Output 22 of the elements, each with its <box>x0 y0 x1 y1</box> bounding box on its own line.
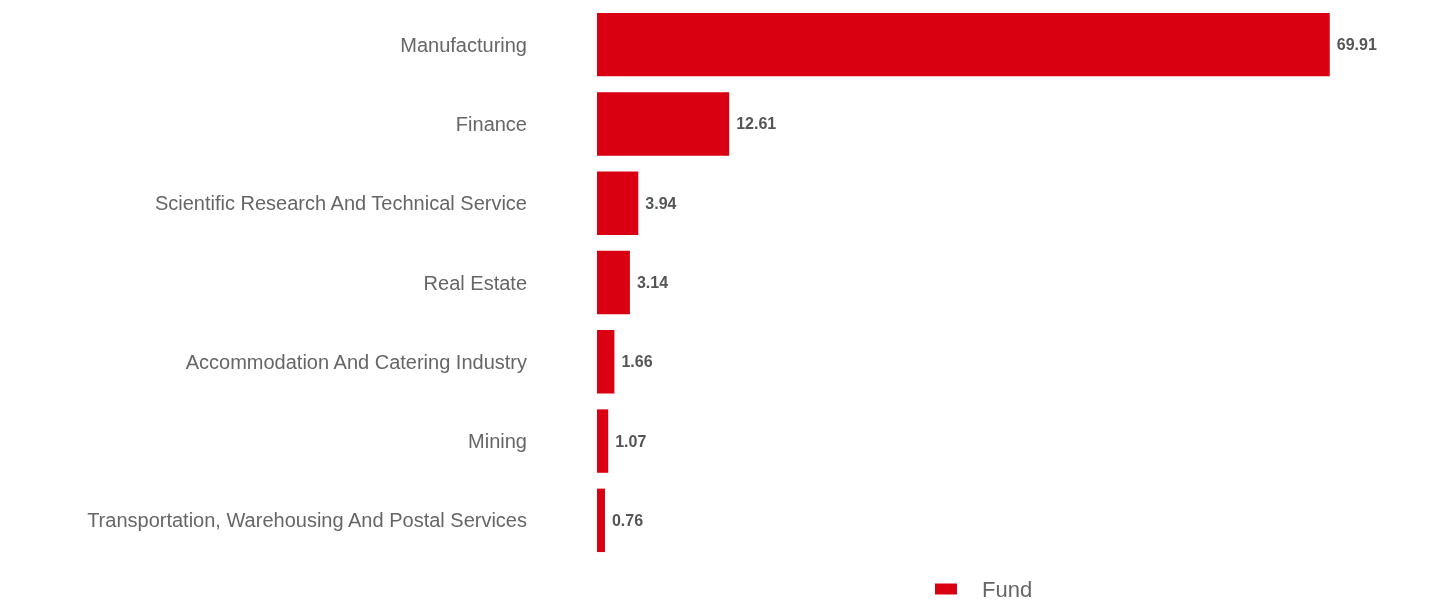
bar <box>597 171 639 235</box>
bar <box>597 250 630 315</box>
y-tick-label: Accommodation And Catering Industry <box>185 350 527 373</box>
bar <box>597 330 615 394</box>
bar <box>597 92 730 156</box>
data-label: 69.91 <box>1336 36 1377 54</box>
data-label: 1.07 <box>615 432 647 450</box>
bar <box>597 409 609 473</box>
y-tick-label: Finance <box>455 112 527 135</box>
y-tick-label: Scientific Research And Technical Service <box>154 192 527 215</box>
data-label: 3.94 <box>645 194 677 212</box>
legend-label: Fund <box>982 576 1033 602</box>
data-label: 1.66 <box>621 353 653 371</box>
bar <box>597 12 1330 77</box>
y-tick-label: Real Estate <box>423 271 527 294</box>
data-label: 0.76 <box>611 511 644 529</box>
y-tick-label: Manufacturing <box>400 33 527 56</box>
y-tick-label: Mining <box>468 430 527 453</box>
bar <box>597 488 605 553</box>
data-label: 3.14 <box>636 274 669 291</box>
data-label: 12.61 <box>736 115 777 133</box>
y-tick-label: Transportation, Warehousing And Postal Services <box>87 509 527 532</box>
